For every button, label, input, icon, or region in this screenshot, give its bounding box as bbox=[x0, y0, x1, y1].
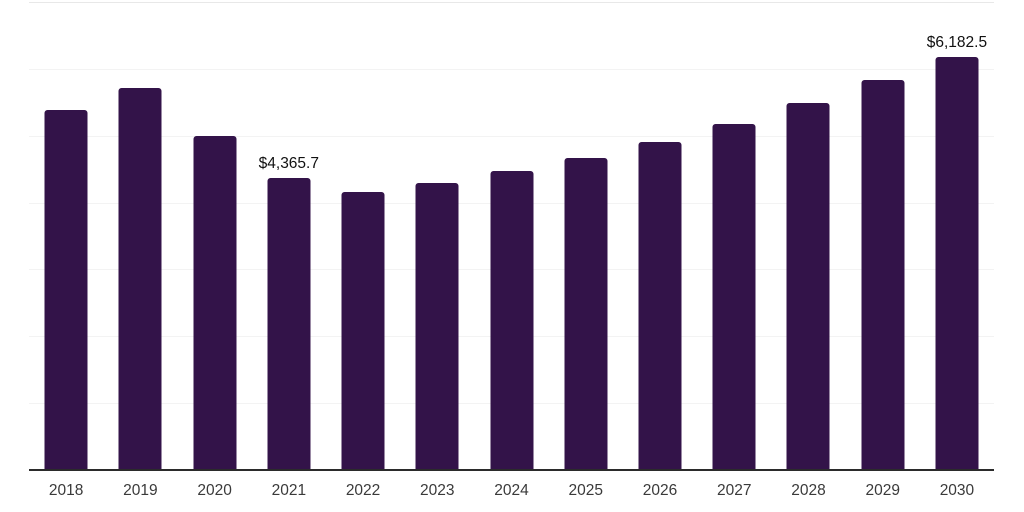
bar-band-2026 bbox=[623, 2, 697, 470]
bar-2018 bbox=[44, 110, 88, 470]
data-label-2030: $6,182.5 bbox=[926, 33, 988, 51]
bar-band-2023 bbox=[400, 2, 474, 470]
bar-2026 bbox=[638, 142, 682, 470]
bar-2028 bbox=[786, 103, 830, 470]
bar-2019 bbox=[118, 88, 162, 470]
x-tick-2021: 2021 bbox=[271, 482, 307, 499]
gridline-5000 bbox=[29, 135, 994, 137]
x-axis-labels: 2018 2019 2020 2021 2022 2023 2024 2025 2026 2027… bbox=[29, 481, 994, 501]
bar-band-2019 bbox=[103, 2, 177, 470]
bar-2021 bbox=[267, 178, 311, 470]
x-tick-2018: 2018 bbox=[48, 482, 84, 499]
x-tick-2028: 2028 bbox=[791, 482, 826, 499]
bar-2030 bbox=[935, 56, 979, 470]
x-tick-2022: 2022 bbox=[345, 482, 381, 499]
bar-band-2028 bbox=[771, 2, 845, 470]
x-tick-2019: 2019 bbox=[123, 482, 158, 499]
x-tick-2025: 2025 bbox=[568, 482, 603, 499]
bar-band-2027 bbox=[697, 2, 771, 470]
bar-2029 bbox=[861, 80, 905, 470]
bar-band-2030: $6,182.5 bbox=[920, 2, 994, 470]
x-tick-2030: 2030 bbox=[939, 482, 975, 499]
bar-band-2024 bbox=[474, 2, 548, 470]
bar-band-2020 bbox=[177, 2, 251, 470]
bar-2020 bbox=[193, 136, 237, 470]
bar-band-2029 bbox=[846, 2, 920, 470]
bar-band-2021: $4,365.7 bbox=[252, 2, 326, 470]
x-tick-2024: 2024 bbox=[494, 482, 529, 499]
x-tick-2023: 2023 bbox=[420, 482, 455, 499]
bar-band-2022 bbox=[326, 2, 400, 470]
bar-band-2025 bbox=[549, 2, 623, 470]
x-axis-line bbox=[29, 469, 994, 471]
bar-2024 bbox=[490, 171, 534, 470]
gridline-6000 bbox=[29, 68, 994, 70]
bar-2023 bbox=[415, 183, 459, 470]
x-tick-2026: 2026 bbox=[642, 482, 678, 499]
x-tick-2029: 2029 bbox=[865, 482, 900, 499]
bar-band-2018 bbox=[29, 2, 103, 470]
bar-2022 bbox=[341, 192, 385, 470]
x-tick-2020: 2020 bbox=[197, 482, 232, 499]
x-tick-2027: 2027 bbox=[716, 482, 752, 499]
gridline-7000 bbox=[29, 2, 994, 3]
data-label-2021: $4,365.7 bbox=[258, 155, 319, 173]
plot-area: $4,365.7 $6,182.5 bbox=[29, 2, 994, 470]
bar-2025 bbox=[564, 158, 608, 470]
bar-2027 bbox=[712, 124, 756, 470]
bars-container: $4,365.7 $6,182.5 bbox=[29, 2, 994, 470]
